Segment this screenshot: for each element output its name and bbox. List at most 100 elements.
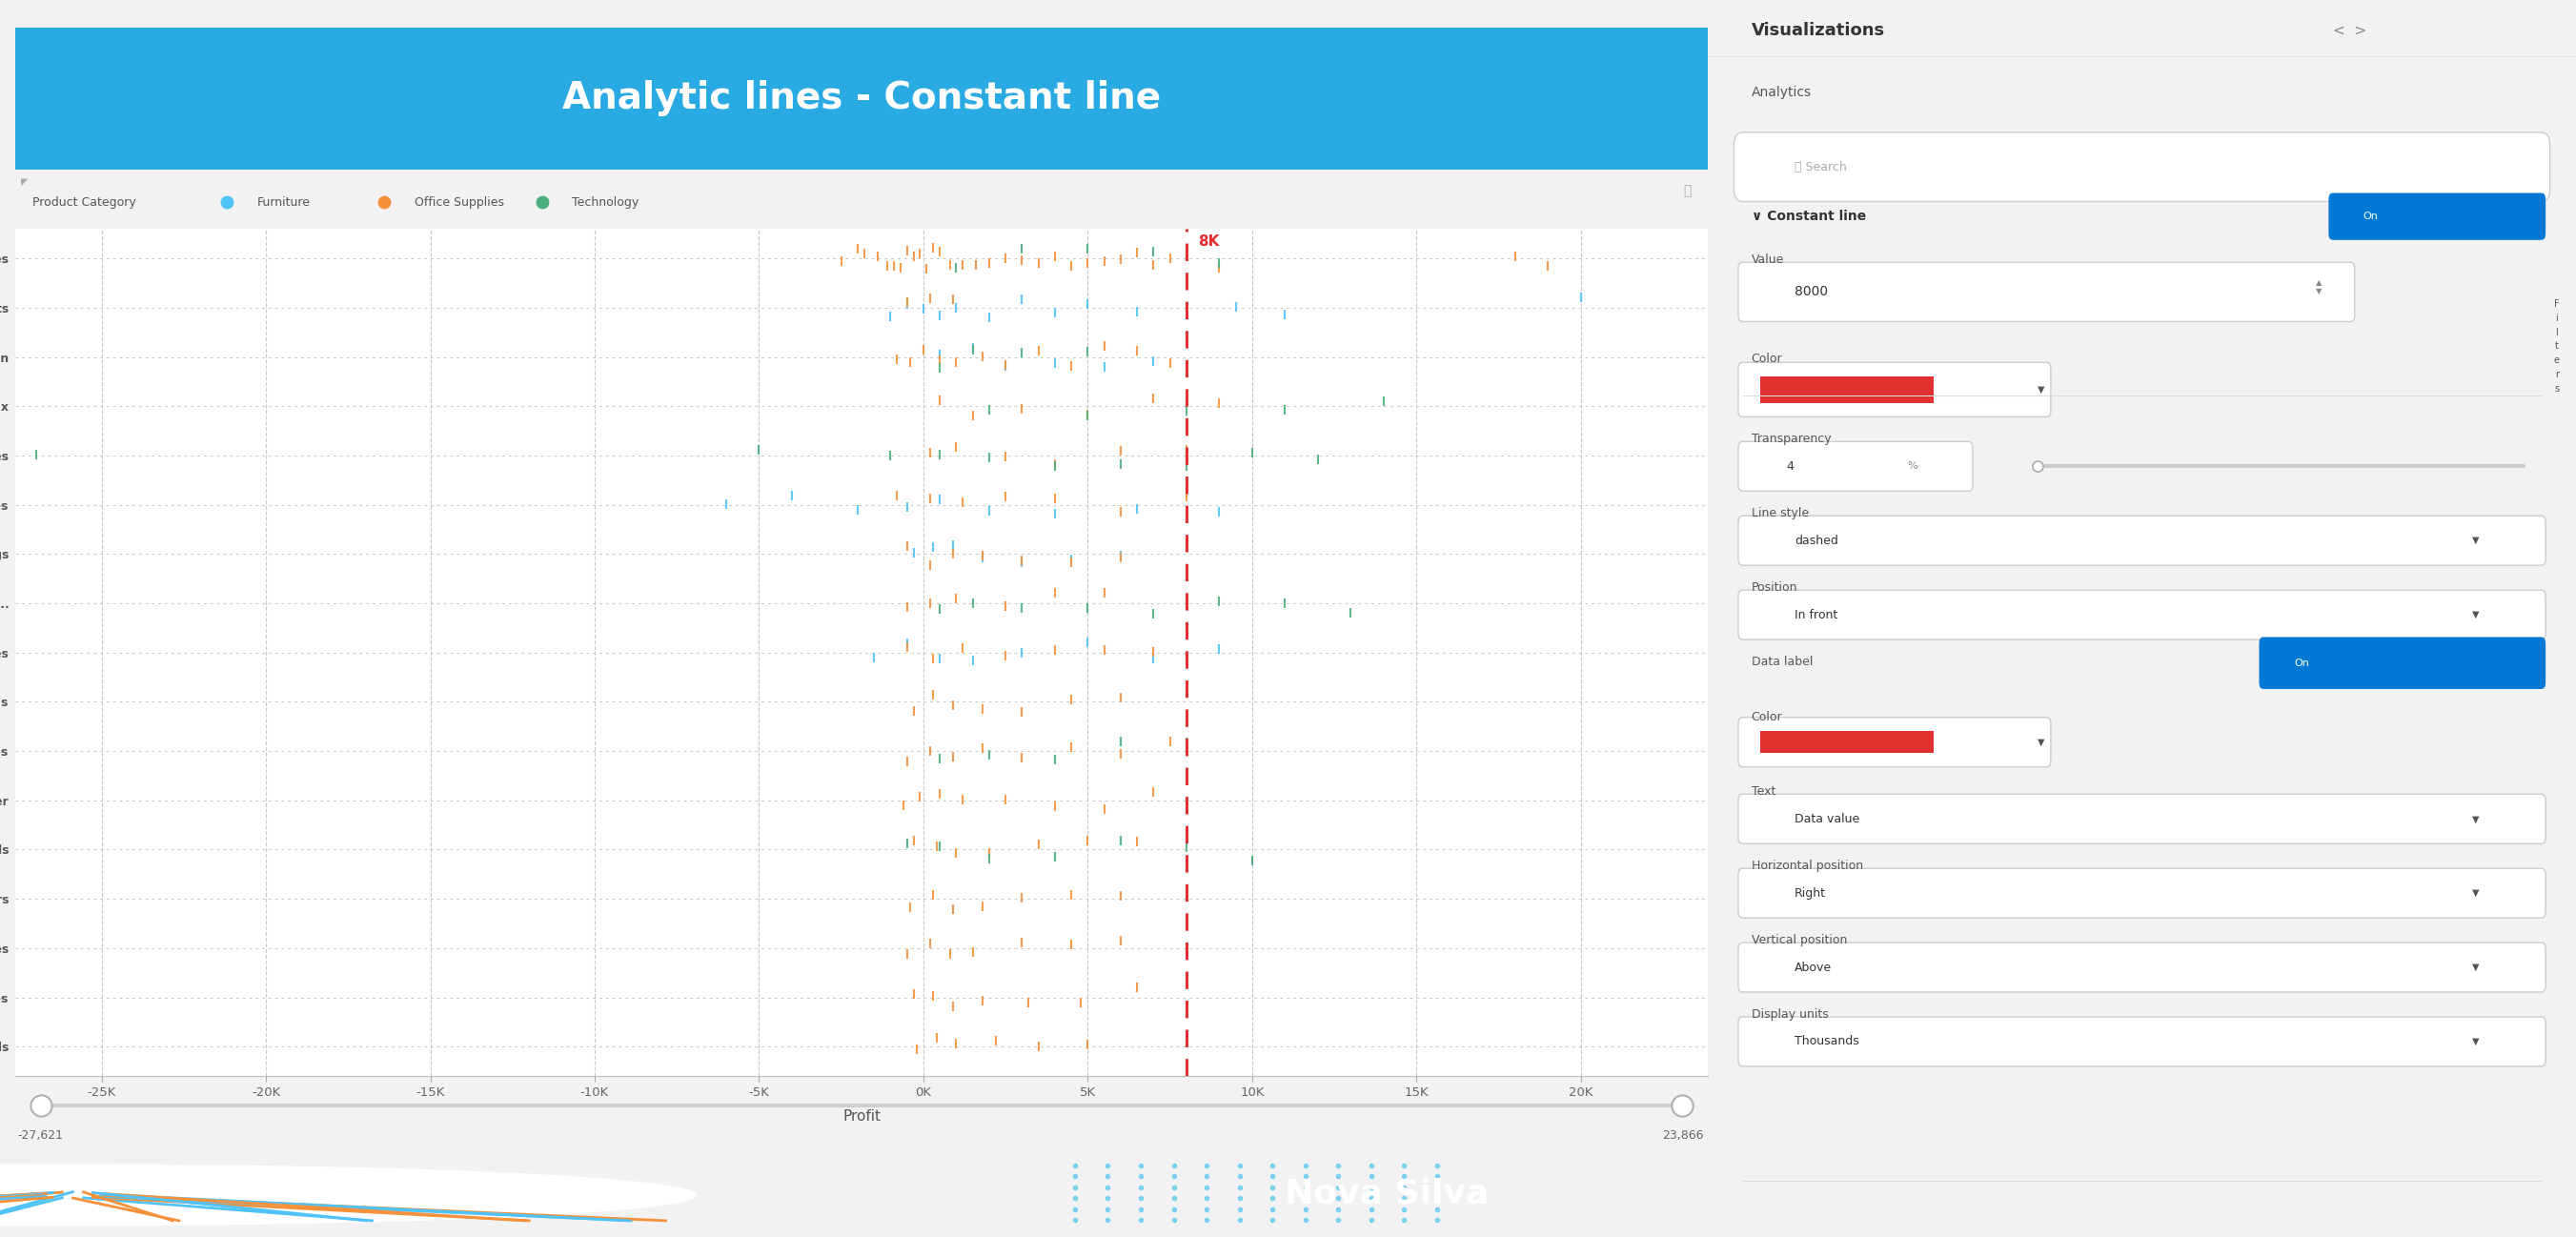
Point bbox=[1100, 930, 1141, 950]
Bar bbox=[1759, 731, 1935, 753]
Point bbox=[1561, 287, 1602, 307]
Point bbox=[1066, 597, 1108, 617]
Point bbox=[1051, 737, 1092, 757]
Point bbox=[1133, 351, 1175, 371]
Text: 8000: 8000 bbox=[1795, 286, 1829, 298]
Point bbox=[953, 594, 994, 614]
Text: Nova Silva: Nova Silva bbox=[1285, 1178, 1489, 1210]
Point bbox=[1198, 259, 1239, 278]
Point bbox=[969, 447, 1010, 466]
Text: Horizontal position: Horizontal position bbox=[1752, 860, 1862, 872]
Point bbox=[1363, 391, 1404, 411]
FancyBboxPatch shape bbox=[1739, 717, 2050, 767]
Point bbox=[866, 256, 907, 276]
Point bbox=[1167, 734, 1208, 753]
Point bbox=[1051, 690, 1092, 710]
Point bbox=[1216, 297, 1257, 317]
Circle shape bbox=[0, 1165, 698, 1225]
Point bbox=[1133, 604, 1175, 623]
Point bbox=[1033, 454, 1074, 474]
Point bbox=[1133, 255, 1175, 275]
Text: Display units: Display units bbox=[1752, 1008, 1829, 1021]
Point bbox=[907, 259, 948, 278]
Point bbox=[886, 637, 927, 657]
Point bbox=[1198, 638, 1239, 658]
Point bbox=[1066, 1035, 1108, 1055]
FancyBboxPatch shape bbox=[1739, 1017, 2545, 1066]
Point bbox=[1018, 254, 1059, 273]
Point bbox=[842, 244, 884, 263]
Point bbox=[1002, 643, 1043, 663]
Point bbox=[909, 443, 951, 463]
Point bbox=[899, 787, 940, 807]
Point bbox=[876, 485, 917, 505]
Point bbox=[1100, 688, 1141, 708]
Point bbox=[899, 244, 940, 263]
Point bbox=[1066, 406, 1108, 426]
Text: F
i
l
t
e
r
s: F i l t e r s bbox=[2553, 299, 2561, 393]
Text: Above: Above bbox=[1795, 961, 1832, 974]
Point bbox=[889, 898, 930, 918]
FancyBboxPatch shape bbox=[2329, 193, 2545, 240]
Point bbox=[886, 834, 927, 854]
Text: In front: In front bbox=[1795, 609, 1837, 621]
Point bbox=[1265, 594, 1306, 614]
Text: Transparency: Transparency bbox=[1752, 433, 1832, 445]
Point bbox=[886, 633, 927, 653]
Text: Text: Text bbox=[1752, 785, 1775, 798]
Point bbox=[984, 247, 1025, 267]
Point bbox=[933, 747, 974, 767]
Point bbox=[933, 289, 974, 309]
Point bbox=[1265, 400, 1306, 419]
FancyBboxPatch shape bbox=[0, 21, 1775, 176]
Point bbox=[920, 391, 961, 411]
Point bbox=[1329, 604, 1370, 623]
Text: ∨ Constant line: ∨ Constant line bbox=[1752, 210, 1865, 223]
Text: %: % bbox=[1909, 461, 1917, 471]
Point bbox=[969, 745, 1010, 764]
Point bbox=[920, 357, 961, 377]
Text: Visualizations: Visualizations bbox=[1752, 22, 1886, 40]
Text: Value: Value bbox=[1752, 254, 1785, 266]
Point bbox=[1133, 648, 1175, 668]
Point bbox=[933, 695, 974, 715]
Point bbox=[896, 1039, 938, 1059]
Point bbox=[917, 836, 958, 856]
Point bbox=[976, 1030, 1018, 1050]
Point bbox=[920, 783, 961, 803]
Text: Analytics: Analytics bbox=[1752, 87, 1811, 99]
Bar bbox=[1759, 376, 1935, 403]
Point bbox=[706, 495, 747, 515]
Point bbox=[886, 292, 927, 312]
Text: ▼: ▼ bbox=[2473, 888, 2478, 898]
Point bbox=[1084, 799, 1126, 819]
Point bbox=[909, 489, 951, 508]
Point bbox=[930, 255, 971, 275]
Point bbox=[912, 684, 953, 704]
Point bbox=[984, 356, 1025, 376]
Point bbox=[1066, 294, 1108, 314]
FancyBboxPatch shape bbox=[1739, 590, 2545, 640]
Point bbox=[912, 648, 953, 668]
FancyBboxPatch shape bbox=[1739, 516, 2545, 565]
Text: Right: Right bbox=[1795, 887, 1826, 899]
Text: ▼: ▼ bbox=[2038, 737, 2045, 747]
Point bbox=[889, 353, 930, 372]
Point bbox=[1198, 591, 1239, 611]
Point bbox=[1167, 534, 1208, 554]
Point bbox=[1051, 884, 1092, 904]
FancyBboxPatch shape bbox=[1739, 943, 2545, 992]
Point bbox=[961, 546, 1002, 565]
Text: Thousands: Thousands bbox=[1795, 1035, 1860, 1048]
Text: Technology: Technology bbox=[572, 195, 639, 208]
Point bbox=[1167, 440, 1208, 460]
Point bbox=[920, 306, 961, 325]
Point bbox=[984, 487, 1025, 507]
Point bbox=[1002, 289, 1043, 309]
Point bbox=[1084, 640, 1126, 659]
Point bbox=[943, 638, 984, 658]
Text: ▲
▼: ▲ ▼ bbox=[2316, 278, 2321, 296]
Point bbox=[1002, 400, 1043, 419]
Point bbox=[912, 986, 953, 1006]
Point bbox=[953, 340, 994, 360]
